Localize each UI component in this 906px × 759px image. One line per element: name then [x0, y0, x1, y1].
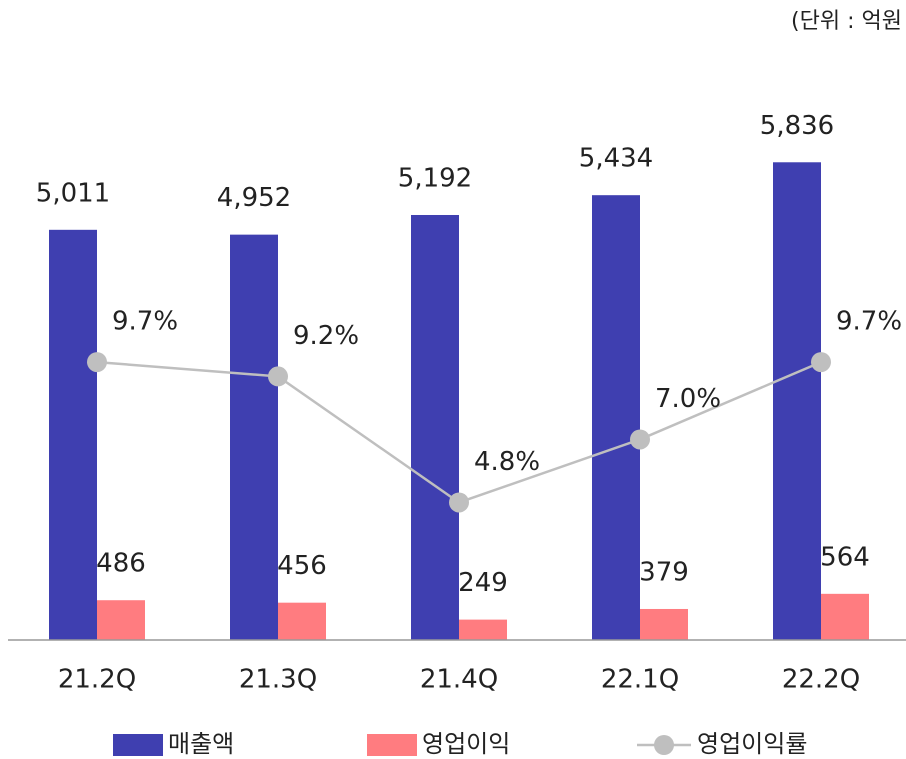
value-label: 5,836 [760, 111, 834, 141]
value-label: 7.0% [655, 384, 721, 414]
line-point [811, 352, 831, 373]
value-label: 456 [277, 551, 327, 581]
legend-marker [654, 735, 674, 755]
line-point [449, 492, 469, 513]
line-point [87, 352, 107, 373]
value-label: 5,011 [36, 178, 110, 208]
legend-swatch [367, 734, 417, 756]
bar [821, 593, 869, 640]
bar [592, 195, 640, 640]
value-label: 9.2% [293, 321, 359, 351]
bar [459, 619, 507, 640]
x-tick-label: 21.3Q [239, 665, 317, 695]
value-label: 9.7% [836, 307, 902, 337]
value-label: 564 [820, 542, 870, 572]
bar [278, 602, 326, 640]
x-tick-label: 22.2Q [782, 665, 860, 695]
legend-label: 영업이익률 [697, 730, 807, 758]
value-label: 249 [458, 568, 508, 598]
value-label: 5,434 [579, 144, 653, 174]
line-point [630, 429, 650, 450]
unit-note: (단위 : 억원 [791, 9, 902, 34]
bar [640, 608, 688, 640]
value-label: 4,952 [217, 183, 291, 213]
value-label: 379 [639, 557, 689, 587]
legend-label: 매출액 [168, 730, 234, 758]
line-point [268, 366, 288, 387]
bar [230, 234, 278, 640]
value-label: 9.7% [112, 307, 178, 337]
x-tick-label: 21.2Q [58, 665, 136, 695]
bar [773, 162, 821, 640]
bar [411, 214, 459, 640]
x-tick-label: 21.4Q [420, 665, 498, 695]
legend-swatch [113, 734, 163, 756]
bar [97, 600, 145, 640]
value-label: 486 [96, 549, 146, 579]
legend-label: 영업이익 [422, 730, 510, 758]
bar [49, 229, 97, 641]
x-tick-label: 22.1Q [601, 665, 679, 695]
value-label: 4.8% [474, 447, 540, 477]
value-label: 5,192 [398, 163, 472, 193]
